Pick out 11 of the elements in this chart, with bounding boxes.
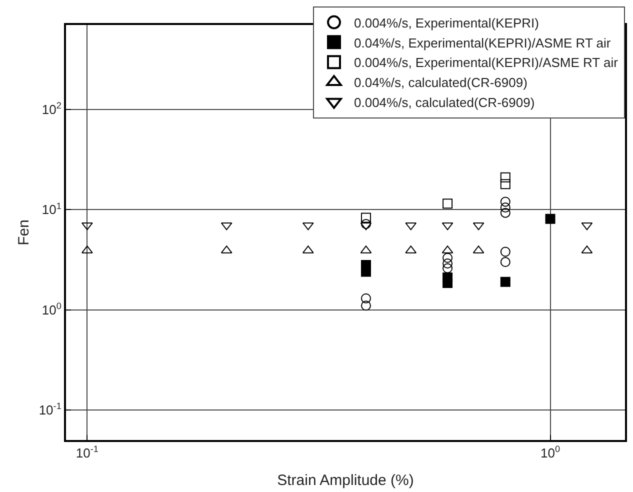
x-axis-title: Strain Amplitude (%) [277,472,414,490]
y-tick-label: 10$^{0}$ [42,300,62,318]
legend-label: 0.004%/s, calculated(CR-6909) [354,94,535,110]
legend-label: 0.04%/s, Experimental(KEPRI)/ASME RT air [354,35,612,50]
legend-label: 0.004%/s, Experimental(KEPRI) [354,15,539,30]
y-tick-label: 10$^{1}$ [42,200,62,218]
y-tick-label: 10$^{-1}$ [38,400,62,418]
y-tick-label: 10$^{2}$ [42,100,62,118]
legend-label: 0.04%/s, calculated(CR-6909) [354,75,528,90]
legend-label: 0.004%/s, Experimental(KEPRI)/ASME RT air [354,55,619,70]
y-axis-title: Fen [16,220,33,246]
